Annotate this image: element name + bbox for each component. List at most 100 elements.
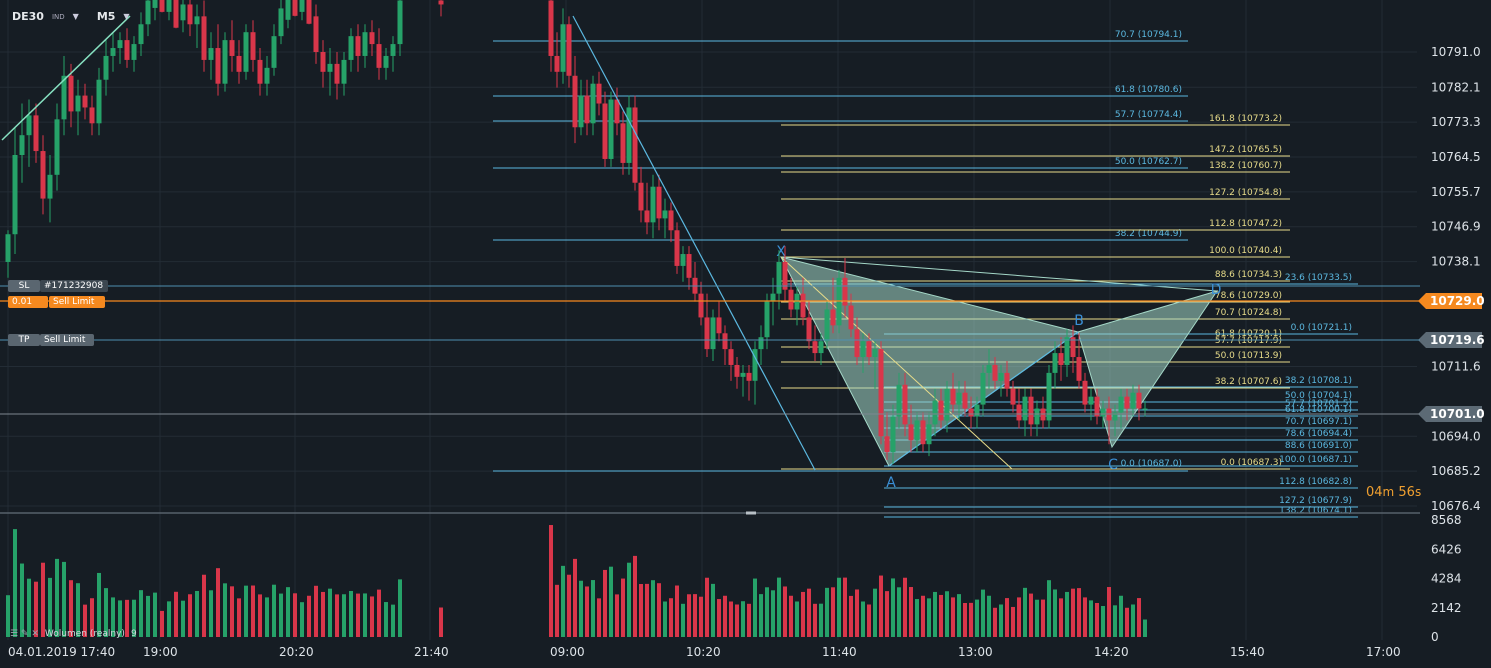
- trend-line-down: [572, 15, 816, 471]
- candle-body: [397, 0, 403, 45]
- volume-bar: [76, 583, 80, 637]
- candle-body: [854, 329, 860, 358]
- candle-body: [229, 40, 235, 56]
- candle-body: [770, 293, 776, 302]
- volume-bar: [1083, 597, 1087, 637]
- volume-bar: [591, 580, 595, 637]
- fib3-label: 88.6 (10691.0): [1285, 441, 1352, 451]
- volume-tick-label: 0: [1431, 630, 1439, 644]
- candle-body: [914, 420, 920, 441]
- candle-body: [734, 364, 740, 377]
- candle-body: [278, 8, 284, 37]
- x-tick-label: 11:40: [822, 645, 857, 659]
- volume-bar: [286, 587, 290, 637]
- volume-bar: [209, 590, 213, 637]
- volume-bar: [549, 525, 553, 637]
- candle-body: [110, 48, 116, 56]
- volume-bar: [328, 588, 332, 637]
- fib2-label: 38.2 (10707.6): [1215, 377, 1282, 387]
- x-tick-label: 04.01.2019 17:40: [8, 645, 115, 659]
- candle-body: [1028, 396, 1034, 425]
- volume-bar: [747, 603, 751, 637]
- candle-body: [554, 55, 560, 72]
- volume-bar: [741, 601, 745, 637]
- sl-ticket[interactable]: #171232908: [40, 280, 108, 292]
- candle-body: [632, 107, 638, 183]
- volume-bar: [729, 601, 733, 637]
- tp-label[interactable]: TP: [8, 334, 40, 346]
- x-tick-label: 17:00: [1366, 645, 1401, 659]
- fib3-label: 112.8 (10682.8): [1279, 477, 1352, 487]
- fib2-label: 50.0 (10713.9): [1215, 351, 1282, 361]
- candle-body: [194, 16, 200, 25]
- volume-bar: [1095, 602, 1099, 637]
- fib2-label: 138.2 (10760.7): [1209, 161, 1282, 171]
- volume-bar: [174, 591, 178, 637]
- volume-bar: [349, 590, 353, 637]
- fib3-label: 70.7 (10697.1): [1285, 417, 1352, 427]
- candle-body: [776, 261, 782, 294]
- sl-label[interactable]: SL: [8, 280, 40, 292]
- candle-body: [54, 119, 60, 175]
- volume-bar: [1107, 587, 1111, 637]
- volume-bar: [693, 594, 697, 637]
- candle-body: [103, 55, 109, 80]
- volume-bar: [705, 577, 709, 637]
- volume-bar: [104, 588, 108, 637]
- volume-bar: [717, 599, 721, 637]
- order-type[interactable]: Sell Limit: [49, 296, 105, 308]
- candle-body: [292, 0, 298, 16]
- fib1-label: 0.0 (10687.0): [1121, 459, 1182, 469]
- candle-body: [932, 400, 938, 425]
- candle-countdown: 04m 56s: [1366, 485, 1422, 500]
- candle-body: [596, 83, 602, 104]
- tp-order-type[interactable]: Sell Limit: [40, 334, 94, 346]
- volume-bar: [1011, 606, 1015, 637]
- volume-bar: [356, 593, 360, 637]
- candle-body: [306, 0, 312, 24]
- volume-bars: [6, 525, 1147, 637]
- volume-bar: [167, 601, 171, 637]
- y-tick-label: 10676.4: [1431, 499, 1481, 513]
- symbol-dropdown-icon[interactable]: ▼: [72, 12, 79, 21]
- fib2-label: 78.6 (10729.0): [1215, 291, 1282, 301]
- volume-bar: [237, 598, 241, 637]
- y-tick-label: 10694.0: [1431, 429, 1481, 443]
- fib2-label: 57.7 (10717.9): [1215, 336, 1282, 346]
- candle-body: [438, 0, 444, 5]
- fib3-label: 38.2 (10708.1): [1285, 376, 1352, 386]
- candle-body: [908, 424, 914, 441]
- pattern-point-b: B: [1074, 313, 1084, 329]
- candle-body: [376, 44, 382, 68]
- candle-body: [250, 32, 256, 60]
- x-tick-label: 09:00: [550, 645, 585, 659]
- chart-header: DE30 IND ▼ M5 ▼: [12, 10, 130, 23]
- candle-body: [626, 107, 632, 163]
- candle-body: [962, 392, 968, 409]
- candle-body: [1100, 408, 1106, 417]
- volume-bar: [195, 590, 199, 637]
- volume-bar: [801, 591, 805, 637]
- order-quantity[interactable]: 0.01: [8, 296, 48, 308]
- candle-body: [974, 404, 980, 417]
- candle-body: [1136, 392, 1142, 409]
- timeframe-label[interactable]: M5: [96, 10, 116, 23]
- candle-body: [758, 337, 764, 350]
- timeframe-dropdown-icon[interactable]: ▼: [123, 12, 130, 21]
- volume-bar: [146, 595, 150, 637]
- candle-body: [173, 0, 179, 28]
- volume-bar: [621, 578, 625, 637]
- candle-body: [47, 174, 53, 199]
- volume-bar: [125, 599, 129, 637]
- candle-body: [1118, 396, 1124, 413]
- x-tick-label: 21:40: [414, 645, 449, 659]
- volume-bar: [933, 591, 937, 637]
- volume-bar: [97, 572, 101, 637]
- indicator-tools-icon[interactable]: ☰ ✎ ✕: [10, 629, 39, 639]
- volume-bar: [969, 602, 973, 637]
- volume-bar: [945, 591, 949, 637]
- symbol-label[interactable]: DE30: [12, 10, 44, 23]
- volume-bar: [879, 575, 883, 637]
- candle-body: [752, 349, 758, 381]
